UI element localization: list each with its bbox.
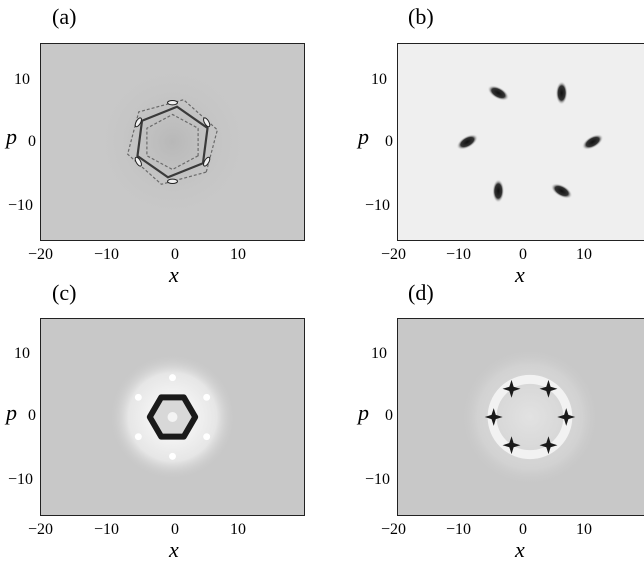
panel-d-xtick-minus10: −10 (446, 521, 472, 538)
panel-a-fringe-0 (203, 156, 211, 167)
panel-b-blob-1 (555, 81, 568, 105)
panel-b-ytick-minus10: −10 (365, 197, 391, 214)
panel-b-blob-2 (487, 85, 510, 101)
panel-a-xlabel: x (169, 262, 179, 287)
panel-c-lobe-1 (169, 452, 176, 460)
panel-a-fringe-4 (167, 99, 178, 106)
panel-c-ytick-10: 10 (14, 345, 30, 362)
panel-c-xtick-minus20: −20 (28, 521, 54, 538)
panel-a-plot (40, 43, 305, 241)
panel-b-heatmap (456, 81, 604, 203)
panel-c-label: (c) (52, 280, 77, 305)
panel-d-halo (460, 347, 600, 487)
panel-b-blob-4 (492, 179, 505, 203)
panel-c-ytick-minus10: −10 (8, 471, 34, 488)
panel-c-core (167, 412, 178, 422)
panel-c-lobe-5 (203, 393, 211, 401)
panel-d-star-3 (484, 408, 503, 426)
panel-a-fringe-1 (167, 178, 178, 185)
panel-a-xtick-0: 0 (171, 246, 179, 263)
panel-a-label: (a) (52, 4, 77, 29)
panel-b-xlabel: x (515, 262, 525, 287)
panel-c-xtick-10: 10 (230, 521, 246, 538)
panel-b-blob-3 (456, 134, 479, 150)
panel-a-ring-0 (146, 113, 199, 171)
panel-a-ytick-10: 10 (14, 71, 30, 88)
panel-d-xtick-0: 0 (519, 521, 527, 538)
panel-a-fringe-2 (134, 156, 142, 167)
panel-d-xlabel: x (515, 537, 525, 562)
panel-a-xtick-minus20: −20 (28, 246, 54, 263)
panel-b-blob-5 (550, 183, 573, 199)
panel-c-lobe-0 (203, 433, 211, 441)
panel-d-ylabel: p (358, 400, 369, 425)
panel-d-xtick-10: 10 (576, 521, 592, 538)
panel-d-ytick-10: 10 (371, 345, 387, 362)
panel-a-fringe-3 (134, 117, 142, 128)
panel-a-fringe-5 (203, 117, 211, 128)
panel-c-xtick-minus10: −10 (94, 521, 120, 538)
panel-c-ylabel: p (6, 400, 17, 425)
panel-a-halo (89, 59, 256, 225)
panel-c-plot (40, 318, 305, 516)
panel-a-heatmap (89, 59, 256, 225)
panel-d-heatmap (460, 347, 600, 487)
panel-d-star-2 (502, 379, 521, 398)
panel-b-blob-0 (581, 134, 604, 150)
panel-b-xtick-minus20: −20 (381, 246, 407, 263)
panel-a-ytick-0: 0 (28, 133, 36, 150)
panel-d-star-1 (539, 379, 558, 398)
panel-c-ytick-0: 0 (28, 407, 36, 424)
panel-b-plot (397, 43, 644, 241)
panel-c-heatmap (109, 354, 236, 480)
panel-c-xtick-0: 0 (171, 521, 179, 538)
panel-d-label: (d) (408, 280, 434, 305)
panel-a-xtick-10: 10 (230, 246, 246, 263)
panel-b-ylabel: p (358, 124, 369, 149)
panel-a-ring-1 (136, 105, 209, 179)
panel-a-xtick-minus10: −10 (94, 246, 120, 263)
panel-c-lobe-3 (134, 393, 142, 401)
panel-b-label: (b) (408, 4, 434, 29)
panel-d-ytick-minus10: −10 (365, 471, 391, 488)
panel-c-lobe-4 (169, 374, 176, 382)
panel-b-xtick-10: 10 (576, 246, 592, 263)
panel-a-ring-2 (126, 99, 219, 185)
panel-b-ytick-10: 10 (371, 71, 387, 88)
panel-b-xtick-minus10: −10 (446, 246, 472, 263)
panel-c-lobe-2 (134, 433, 142, 441)
panel-d-star-4 (502, 436, 521, 455)
panel-d-ytick-0: 0 (385, 407, 393, 424)
panel-b-xtick-0: 0 (519, 246, 527, 263)
panel-c-xlabel: x (169, 537, 179, 562)
panel-d-xtick-minus20: −20 (381, 521, 407, 538)
panel-d-star-0 (557, 408, 576, 426)
panel-b-ytick-0: 0 (385, 133, 393, 150)
panel-a-ylabel: p (6, 124, 17, 149)
panel-d-plot (397, 318, 644, 516)
panel-d-star-5 (539, 436, 558, 455)
panel-a-ytick-minus10: −10 (8, 197, 34, 214)
